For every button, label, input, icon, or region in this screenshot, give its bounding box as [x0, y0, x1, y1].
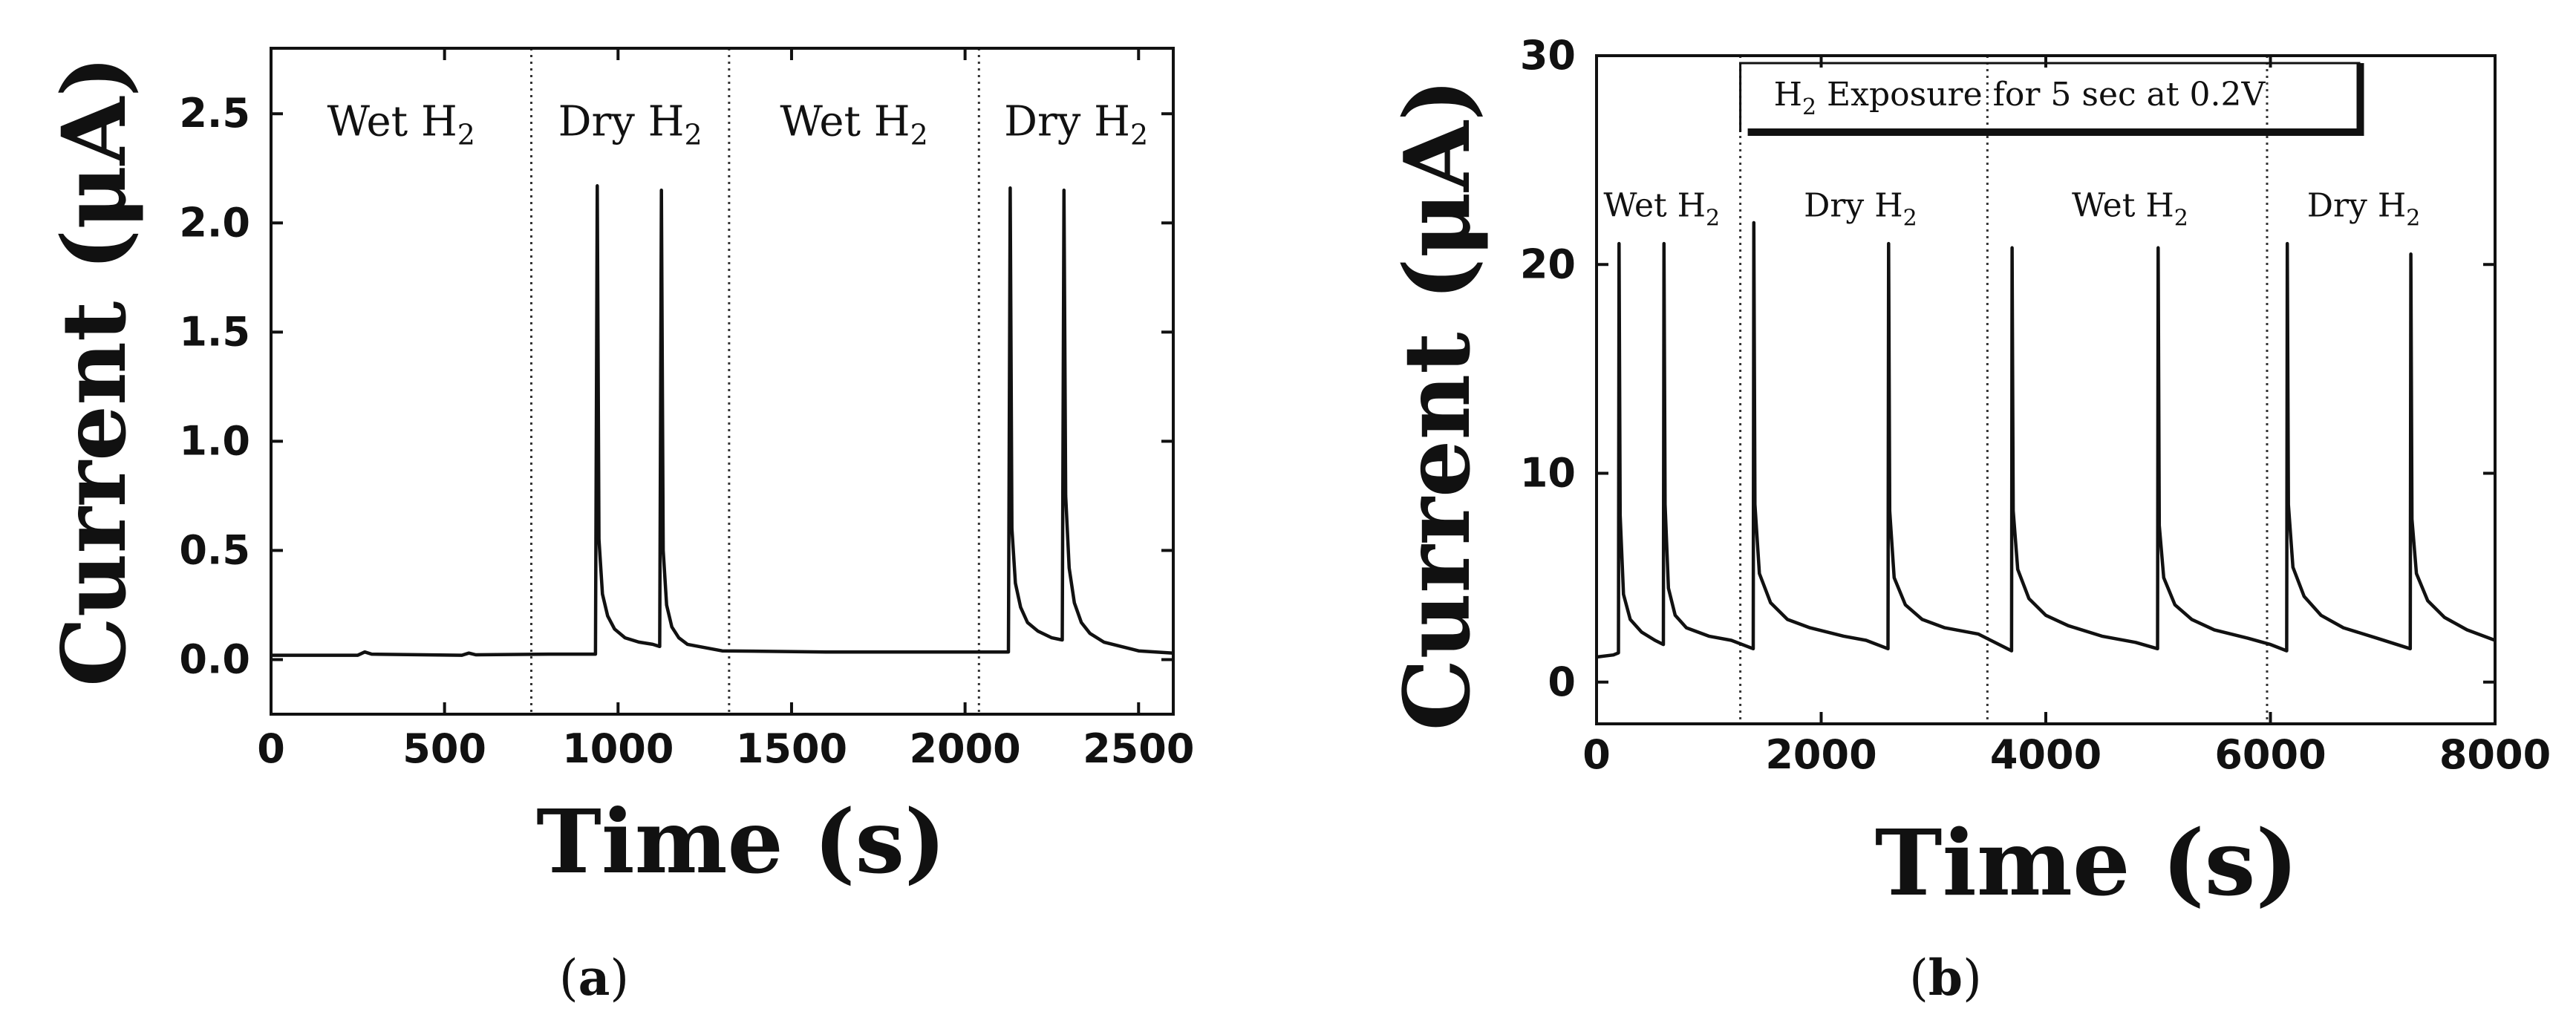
- banner-frame-thick: [1747, 63, 2364, 136]
- y-tick-label-a-5: 2.5: [179, 90, 250, 137]
- region-label-subscript-b-3: 2: [2406, 206, 2420, 232]
- banner-text: H2 Exposure for 5 sec at 0.2V: [1774, 76, 2266, 120]
- region-label-text-b-1: Dry H: [1804, 187, 1903, 225]
- region-label-b-1: Dry H2: [1804, 187, 1917, 232]
- region-label-b-3: Dry H2: [2307, 187, 2421, 232]
- x-tick-label-a-3: 1500: [736, 725, 847, 772]
- region-label-a-0: Wet H2: [327, 98, 475, 151]
- y-axis-label-a: Current (μA): [42, 56, 146, 687]
- data-line-a: [271, 184, 1174, 657]
- caption-b: (b): [1909, 949, 1982, 1007]
- region-label-subscript-a-0: 2: [457, 119, 475, 151]
- region-label-text-a-2: Wet H: [780, 98, 910, 146]
- region-label-subscript-a-1: 2: [685, 119, 702, 151]
- y-tick-label-b-3: 30: [1520, 32, 1576, 79]
- x-axis-label-a: Time (s): [536, 790, 946, 893]
- x-tick-label-a-5: 2500: [1083, 725, 1194, 772]
- y-tick-label-b-2: 20: [1520, 241, 1576, 287]
- caption-letter-b: b: [1928, 949, 1963, 1007]
- plot-frame-b: [1595, 54, 2497, 725]
- caption-letter-a: a: [578, 949, 610, 1007]
- plot-area-a: 0 500 1000 1500 2000 2500 0.0 0.5 1.0 1.5 2.0 2.5 We…: [179, 47, 1194, 772]
- x-tick-label-a-2: 1000: [562, 725, 674, 772]
- region-label-text-a-0: Wet H: [327, 98, 457, 146]
- y-tick-label-a-2: 1.0: [179, 417, 250, 464]
- chart-panel-a: 0 500 1000 1500 2000 2500 0.0 0.5 1.0 1.5 2.0 2.5 We…: [42, 47, 1194, 1007]
- region-label-a-3: Dry H2: [1004, 98, 1148, 151]
- x-tick-label-b-4: 8000: [2439, 731, 2551, 778]
- y-tick-label-b-1: 10: [1520, 450, 1576, 497]
- x-axis-label-b: Time (s): [1875, 809, 2298, 916]
- x-tick-label-a-4: 2000: [909, 725, 1020, 772]
- x-tick-label-b-1: 2000: [1765, 731, 1876, 778]
- y-tick-label-b-0: 0: [1548, 659, 1576, 705]
- region-label-a-1: Dry H2: [558, 98, 702, 151]
- region-label-subscript-a-2: 2: [910, 119, 928, 151]
- x-tick-label-a-0: 0: [257, 725, 285, 772]
- x-tick-label-a-1: 500: [402, 725, 486, 772]
- y-tick-label-a-0: 0.0: [179, 635, 250, 682]
- x-tick-label-b-3: 6000: [2214, 731, 2326, 778]
- y-tick-label-a-1: 0.5: [179, 526, 250, 573]
- region-label-text-a-3: Dry H: [1004, 98, 1130, 146]
- region-label-a-2: Wet H2: [780, 98, 927, 151]
- region-label-subscript-b-1: 2: [1903, 206, 1917, 232]
- region-label-b-0: Wet H2: [1603, 187, 1720, 232]
- y-axis-label-b: Current (μA): [1383, 79, 1490, 731]
- y-tick-label-a-4: 2.0: [179, 199, 250, 246]
- banner-frame-thin: [1739, 62, 2361, 132]
- y-tick-label-a-3: 1.5: [179, 308, 250, 355]
- banner-text-rest: Exposure for 5 sec at 0.2V: [1816, 76, 2266, 114]
- plot-frame-a: [270, 47, 1175, 716]
- caption-a: (a): [559, 949, 629, 1007]
- banner-text-prefix: H: [1774, 76, 1802, 114]
- banner-text-subscript: 2: [1802, 94, 1816, 120]
- region-label-subscript-a-3: 2: [1130, 119, 1148, 151]
- region-label-subscript-b-0: 2: [1706, 206, 1720, 232]
- x-tick-label-b-2: 4000: [1990, 731, 2101, 778]
- region-label-subscript-b-2: 2: [2174, 206, 2188, 232]
- x-tick-label-b-0: 0: [1582, 731, 1611, 778]
- data-line-b: [1596, 220, 2496, 659]
- region-label-text-b-3: Dry H: [2307, 187, 2407, 225]
- region-label-text-b-0: Wet H: [1603, 187, 1706, 225]
- region-label-text-a-1: Dry H: [558, 98, 685, 146]
- region-label-b-2: Wet H2: [2072, 187, 2188, 232]
- region-label-text-b-2: Wet H: [2072, 187, 2174, 225]
